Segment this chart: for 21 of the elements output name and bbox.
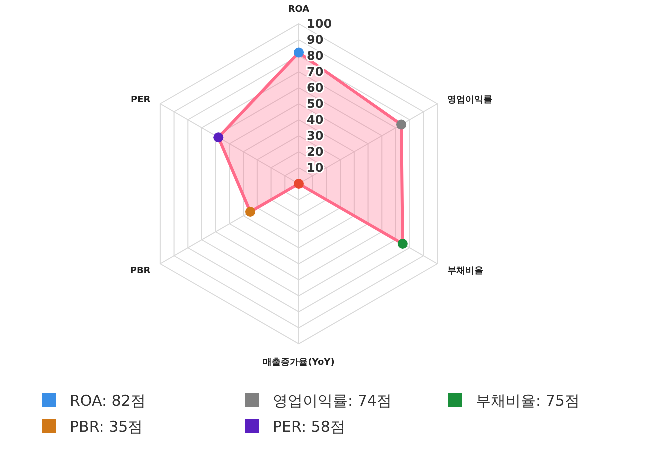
text: 영업이익률: 74점 [273,392,392,410]
y-tick-label: 60 [307,81,324,95]
y-tick-label: 70 [307,65,324,79]
spoke-label: 영업이익률 [447,95,492,106]
y-tick-label: 30 [307,129,324,143]
y-tick-label: 90 [307,33,324,47]
text: 부채비율: 75점 [476,392,580,410]
y-tick-label: 10 [307,161,324,175]
y-tick-label: 50 [307,97,324,111]
text: PBR: 35점 [70,418,144,436]
spoke-label: 매출증가율(YoY) [263,357,335,368]
text: ROA: 82점 [70,392,146,410]
text: PER: 58점 [273,418,346,436]
spoke-label: ROA [288,4,310,15]
y-tick-label: 20 [307,145,324,159]
y-tick-label: 40 [307,113,324,127]
y-tick-label: 100 [307,17,332,31]
y-tick-label: 80 [307,49,324,63]
spoke-label: PER [131,95,151,106]
spoke-label: 부채비율 [447,266,484,277]
spoke-label: PBR [130,266,151,277]
